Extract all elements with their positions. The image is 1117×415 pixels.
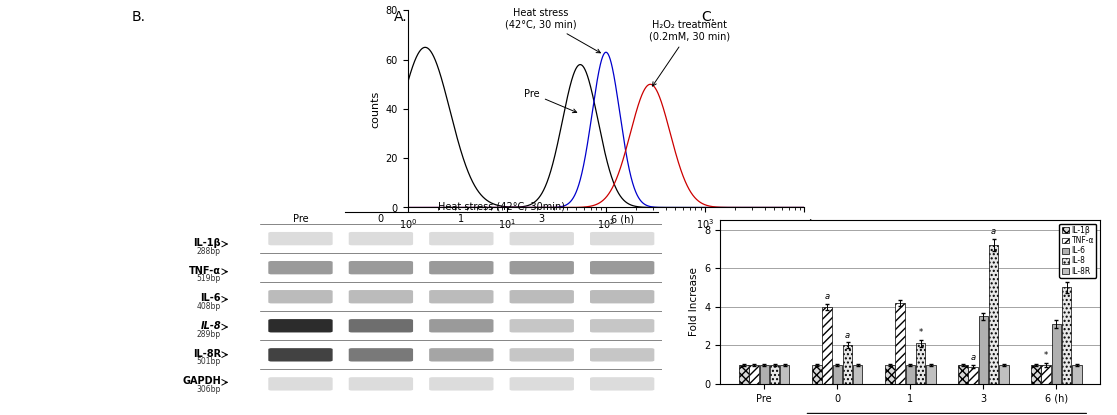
Bar <box>926 365 936 384</box>
FancyBboxPatch shape <box>349 319 413 332</box>
Text: 519bp: 519bp <box>197 274 221 283</box>
Text: 288bp: 288bp <box>197 247 221 256</box>
Text: 3: 3 <box>538 214 545 225</box>
Bar <box>1052 324 1061 384</box>
FancyBboxPatch shape <box>268 348 333 361</box>
Bar <box>750 365 758 384</box>
Text: *: * <box>1044 351 1049 360</box>
Bar <box>780 365 790 384</box>
Text: IL-6: IL-6 <box>200 293 221 303</box>
Text: IL-1β: IL-1β <box>193 238 221 248</box>
Text: IL-8: IL-8 <box>200 321 221 331</box>
Text: H₂O₂ treatment
(0.2mM, 30 min): H₂O₂ treatment (0.2mM, 30 min) <box>649 20 731 86</box>
Bar <box>906 365 915 384</box>
Text: IL-8R: IL-8R <box>193 349 221 359</box>
FancyBboxPatch shape <box>268 319 333 332</box>
Text: 6 (h): 6 (h) <box>611 214 633 225</box>
Bar <box>916 343 925 384</box>
Bar <box>1031 365 1041 384</box>
FancyBboxPatch shape <box>509 290 574 303</box>
Text: a: a <box>844 330 850 339</box>
Bar <box>822 307 832 384</box>
FancyBboxPatch shape <box>349 261 413 274</box>
Bar <box>978 316 989 384</box>
FancyBboxPatch shape <box>590 377 655 391</box>
Text: a: a <box>971 353 976 362</box>
FancyBboxPatch shape <box>590 348 655 361</box>
Text: 1: 1 <box>458 214 465 225</box>
Text: Pre: Pre <box>524 89 576 112</box>
Bar <box>958 365 967 384</box>
Text: GAPDH: GAPDH <box>182 376 221 386</box>
Text: TNF-α: TNF-α <box>189 266 221 276</box>
FancyBboxPatch shape <box>429 261 494 274</box>
Bar <box>1072 365 1081 384</box>
X-axis label: FL1-H: FL1-H <box>590 237 622 247</box>
FancyBboxPatch shape <box>590 261 655 274</box>
Bar <box>812 365 822 384</box>
FancyBboxPatch shape <box>268 261 333 274</box>
FancyBboxPatch shape <box>429 348 494 361</box>
Text: Pre: Pre <box>293 214 308 225</box>
Bar <box>739 365 748 384</box>
FancyBboxPatch shape <box>590 232 655 245</box>
FancyBboxPatch shape <box>268 232 333 245</box>
FancyBboxPatch shape <box>429 377 494 391</box>
FancyBboxPatch shape <box>349 348 413 361</box>
Y-axis label: counts: counts <box>370 90 380 127</box>
FancyBboxPatch shape <box>349 290 413 303</box>
FancyBboxPatch shape <box>268 377 333 391</box>
Text: 306bp: 306bp <box>197 385 221 394</box>
Text: 408bp: 408bp <box>197 302 221 311</box>
Bar <box>770 365 780 384</box>
FancyBboxPatch shape <box>429 290 494 303</box>
Text: a: a <box>991 227 996 236</box>
Bar <box>853 365 862 384</box>
Text: 0: 0 <box>378 214 384 225</box>
FancyBboxPatch shape <box>509 377 574 391</box>
FancyBboxPatch shape <box>268 290 333 303</box>
Text: C.: C. <box>701 10 716 24</box>
Bar <box>896 303 905 384</box>
Legend: IL-1β, TNF-α, IL-6, IL-8, IL-8R: IL-1β, TNF-α, IL-6, IL-8, IL-8R <box>1059 224 1097 278</box>
Bar <box>885 365 895 384</box>
Bar <box>999 365 1009 384</box>
Text: A.: A. <box>394 10 408 24</box>
Text: Heat stress (42°C, 30min): Heat stress (42°C, 30min) <box>438 202 565 212</box>
Bar <box>832 365 842 384</box>
Bar <box>1041 365 1051 384</box>
FancyBboxPatch shape <box>590 319 655 332</box>
Text: B.: B. <box>132 10 146 24</box>
Bar <box>968 366 977 384</box>
FancyBboxPatch shape <box>349 232 413 245</box>
Y-axis label: Fold Increase: Fold Increase <box>689 268 699 336</box>
FancyBboxPatch shape <box>509 232 574 245</box>
FancyBboxPatch shape <box>590 290 655 303</box>
FancyBboxPatch shape <box>509 319 574 332</box>
Text: *: * <box>1065 270 1069 279</box>
Bar <box>760 365 768 384</box>
Bar <box>989 245 999 384</box>
FancyBboxPatch shape <box>509 348 574 361</box>
FancyBboxPatch shape <box>349 377 413 391</box>
Bar <box>1062 288 1071 384</box>
Text: a: a <box>824 292 830 301</box>
Text: 289bp: 289bp <box>197 330 221 339</box>
FancyBboxPatch shape <box>429 319 494 332</box>
FancyBboxPatch shape <box>509 261 574 274</box>
Text: 501bp: 501bp <box>197 357 221 366</box>
Text: Heat stress
(42°C, 30 min): Heat stress (42°C, 30 min) <box>505 8 601 53</box>
Text: *: * <box>918 327 923 337</box>
Bar <box>843 345 852 384</box>
FancyBboxPatch shape <box>429 232 494 245</box>
